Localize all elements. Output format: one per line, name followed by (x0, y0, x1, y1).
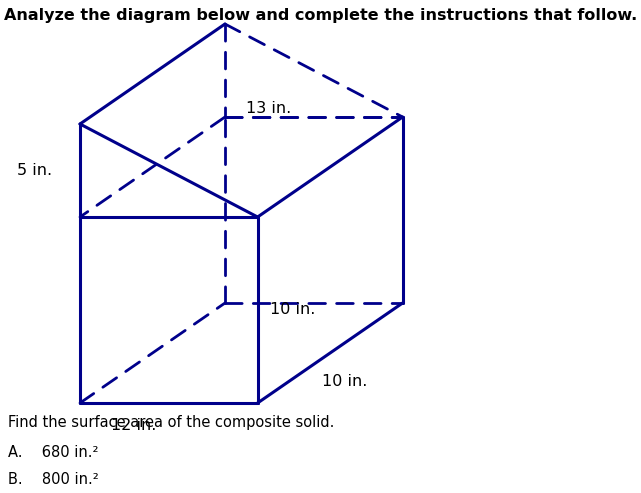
Text: 13 in.: 13 in. (246, 101, 292, 116)
Text: 10 in.: 10 in. (322, 374, 368, 388)
Text: 12 in.: 12 in. (111, 418, 156, 432)
Text: A.  680 in.²: A. 680 in.² (8, 445, 99, 460)
Text: B.  800 in.²: B. 800 in.² (8, 472, 99, 487)
Text: Find the surface area of the composite solid.: Find the surface area of the composite s… (8, 415, 335, 430)
Text: 5 in.: 5 in. (17, 163, 52, 178)
Text: Analyze the diagram below and complete the instructions that follow.: Analyze the diagram below and complete t… (4, 8, 637, 23)
Text: 10 in.: 10 in. (270, 303, 315, 317)
